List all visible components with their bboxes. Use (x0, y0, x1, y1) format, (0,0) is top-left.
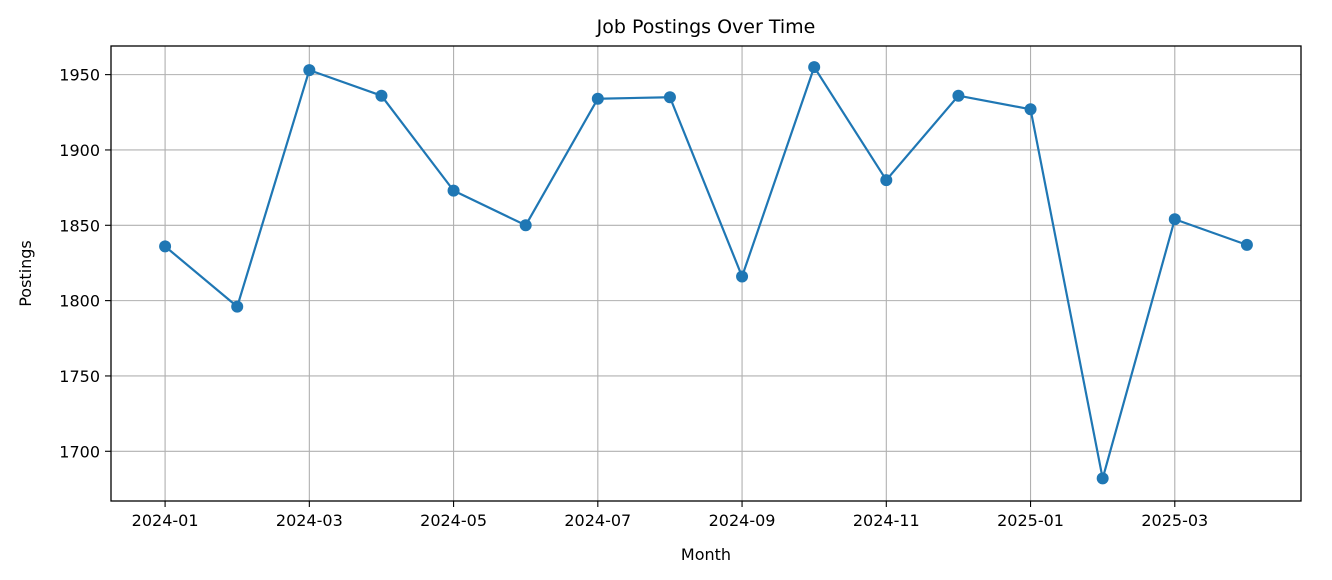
data-point (1168, 213, 1181, 226)
x-tick-label: 2025-01 (997, 511, 1064, 530)
data-point (447, 184, 460, 197)
data-point (231, 300, 244, 313)
y-tick-label: 1800 (59, 292, 100, 311)
data-point (375, 89, 388, 102)
data-point (159, 240, 172, 253)
data-point (303, 64, 316, 77)
data-point (519, 219, 532, 232)
data-point (736, 270, 749, 283)
series-line (163, 65, 1249, 480)
x-tick-label: 2024-11 (853, 511, 920, 530)
x-axis-label: Month (681, 545, 731, 564)
x-tick-label: 2024-05 (420, 511, 487, 530)
y-tick-label: 1950 (59, 66, 100, 85)
y-tick-label: 1750 (59, 367, 100, 386)
data-point (1096, 472, 1109, 485)
y-tick-label: 1700 (59, 442, 100, 461)
x-tick-label: 2025-03 (1141, 511, 1208, 530)
data-point (952, 89, 965, 102)
x-tick-label: 2024-09 (709, 511, 776, 530)
x-tick-label: 2024-07 (564, 511, 631, 530)
y-tick-label: 1850 (59, 216, 100, 235)
data-point (663, 91, 676, 104)
x-tick-label: 2024-01 (132, 511, 199, 530)
data-point (1024, 103, 1037, 116)
data-point (880, 174, 893, 187)
y-axis-label: Postings (16, 240, 35, 307)
plot-frame (110, 45, 1302, 502)
data-point (1240, 238, 1253, 251)
axis-ticks: 2024-01 2024-03 2024-05 2024-07 2024-09 2024-… (59, 66, 1208, 530)
y-tick-label: 1900 (59, 141, 100, 160)
data-point (591, 92, 604, 105)
data-series (159, 61, 1253, 485)
x-tick-label: 2024-03 (276, 511, 343, 530)
data-point (808, 61, 821, 74)
chart-title: Job Postings Over Time (596, 16, 816, 38)
